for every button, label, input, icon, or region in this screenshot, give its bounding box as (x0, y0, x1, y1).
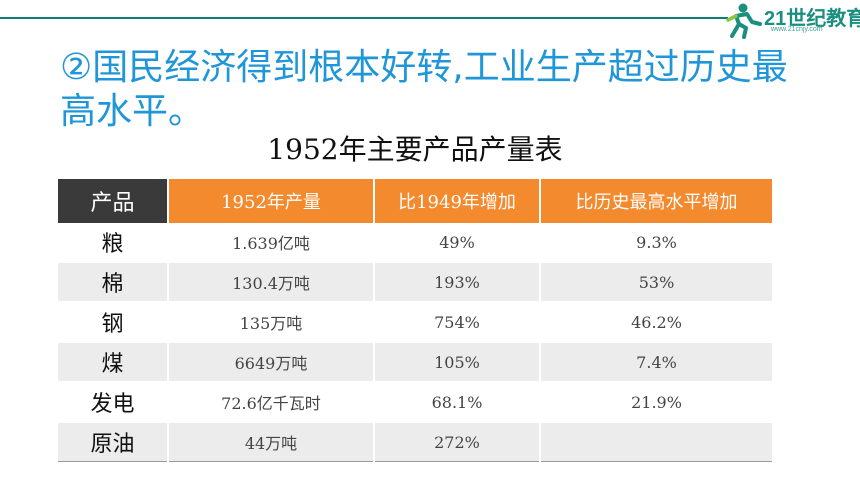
col-header-1952-output: 1952年产量 (168, 179, 375, 223)
increase-vs-1949: 105% (374, 342, 541, 383)
increase-vs-historic-high: 46.2% (540, 302, 774, 343)
output-1952: 72.6亿千瓦时 (168, 382, 375, 423)
product-name: 钢 (58, 302, 169, 343)
product-name: 煤 (58, 342, 169, 383)
product-name: 棉 (58, 262, 169, 303)
increase-vs-1949: 68.1% (374, 382, 541, 423)
table-row: 棉 130.4万吨 193% 53% (58, 262, 774, 303)
table-header-row: 产品 1952年产量 比1949年增加 比历史最高水平增加 (58, 179, 774, 223)
increase-vs-1949: 193% (374, 262, 541, 303)
output-1952: 44万吨 (168, 422, 375, 462)
table-title: 1952年主要产品产量表 (267, 133, 563, 166)
logo-text: 21世纪教育 (764, 8, 860, 30)
output-1952: 6649万吨 (168, 342, 375, 383)
increase-vs-1949: 49% (374, 223, 541, 263)
production-table: 产品 1952年产量 比1949年增加 比历史最高水平增加 粮 1.639亿吨 … (58, 179, 774, 462)
output-1952: 135万吨 (168, 302, 375, 343)
output-1952: 130.4万吨 (168, 262, 375, 303)
table-row: 煤 6649万吨 105% 7.4% (58, 342, 774, 383)
increase-vs-historic-high (540, 422, 774, 462)
output-1952: 1.639亿吨 (168, 223, 375, 263)
page-heading: ②国民经济得到根本好转,工业生产超过历史最高水平。 (60, 47, 788, 132)
table-row: 原油 44万吨 272% (58, 422, 774, 462)
increase-vs-1949: 754% (374, 302, 541, 343)
product-name: 原油 (58, 422, 169, 462)
increase-vs-historic-high: 7.4% (540, 342, 774, 383)
col-header-vs-1949: 比1949年增加 (374, 179, 541, 223)
logo-runner-icon (726, 3, 762, 39)
increase-vs-historic-high: 9.3% (540, 223, 774, 263)
header-divider (0, 17, 728, 19)
col-header-product: 产品 (58, 179, 169, 223)
table-row: 粮 1.639亿吨 49% 9.3% (58, 223, 774, 263)
product-name: 发电 (58, 382, 169, 423)
col-header-vs-historic-high: 比历史最高水平增加 (540, 179, 774, 223)
table-row: 钢 135万吨 754% 46.2% (58, 302, 774, 343)
increase-vs-historic-high: 53% (540, 262, 774, 303)
increase-vs-historic-high: 21.9% (540, 382, 774, 423)
logo-url: www.21cnjy.com (771, 26, 823, 33)
table-row: 发电 72.6亿千瓦时 68.1% 21.9% (58, 382, 774, 423)
increase-vs-1949: 272% (374, 422, 541, 462)
product-name: 粮 (58, 223, 169, 263)
